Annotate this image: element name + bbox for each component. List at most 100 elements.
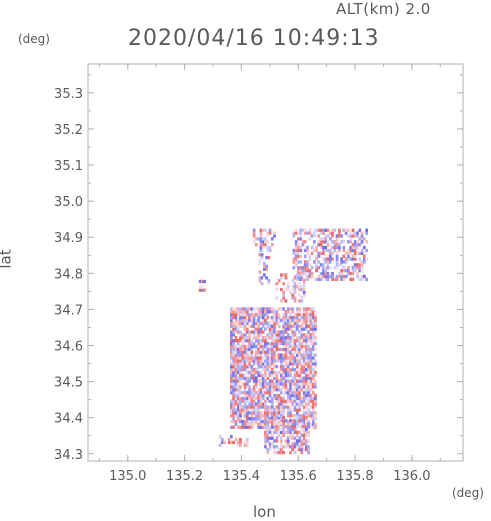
heatmap-cell bbox=[268, 324, 272, 328]
heatmap-cell bbox=[230, 333, 233, 337]
heatmap-cell bbox=[299, 245, 303, 250]
heatmap-cell bbox=[322, 237, 325, 241]
heatmap-cell bbox=[363, 245, 366, 250]
heatmap-cell bbox=[260, 282, 264, 286]
heatmap-cell bbox=[319, 240, 323, 244]
heatmap-cell bbox=[328, 237, 332, 241]
heatmap-cell bbox=[302, 385, 306, 389]
heatmap-cell bbox=[307, 393, 310, 398]
heatmap-cell bbox=[342, 266, 346, 270]
heatmap-cell bbox=[293, 416, 297, 420]
heatmap-cell bbox=[300, 450, 304, 455]
heatmap-cell bbox=[300, 419, 304, 423]
heatmap-cell bbox=[358, 228, 362, 232]
heatmap-cell bbox=[248, 370, 251, 375]
heatmap-cell bbox=[331, 271, 334, 276]
heatmap-cell bbox=[275, 370, 279, 375]
heatmap-cell bbox=[331, 257, 334, 261]
heatmap-cell bbox=[273, 231, 276, 235]
heatmap-cell bbox=[264, 439, 267, 443]
heatmap-cell bbox=[261, 240, 265, 244]
heatmap-cell bbox=[271, 382, 274, 386]
heatmap-cell bbox=[311, 359, 315, 363]
heatmap-cell bbox=[260, 253, 264, 257]
heatmap-cell bbox=[349, 240, 353, 244]
heatmap-cell bbox=[246, 336, 249, 340]
heatmap-cell bbox=[230, 373, 233, 377]
heatmap-cell bbox=[234, 347, 238, 351]
heatmap-cell bbox=[293, 402, 297, 406]
heatmap-cell bbox=[239, 310, 242, 314]
heatmap-cell bbox=[298, 353, 301, 357]
heatmap-cell bbox=[243, 330, 247, 334]
heatmap-cell bbox=[291, 339, 295, 343]
heatmap-cell bbox=[246, 376, 249, 380]
heatmap-cell bbox=[282, 411, 285, 415]
heatmap-cell bbox=[257, 339, 260, 343]
heatmap-cell bbox=[298, 399, 301, 403]
heatmap-cell bbox=[294, 243, 298, 247]
heatmap-cell bbox=[302, 284, 306, 289]
heatmap-cell bbox=[305, 433, 308, 437]
heatmap-cell bbox=[291, 287, 295, 292]
heatmap-cell bbox=[315, 254, 318, 258]
heatmap-cell bbox=[302, 315, 306, 320]
heatmap-cell bbox=[277, 433, 281, 437]
heatmap-cell bbox=[297, 245, 300, 250]
heatmap-cell bbox=[236, 402, 240, 406]
heatmap-cell bbox=[310, 266, 314, 270]
heatmap-cell bbox=[300, 347, 304, 351]
heatmap-cell bbox=[264, 388, 267, 392]
heatmap-cell bbox=[317, 251, 321, 255]
heatmap-cell bbox=[246, 382, 249, 386]
y-unit-label: (deg) bbox=[18, 32, 50, 46]
heatmap-cell bbox=[246, 344, 249, 349]
heatmap-cell bbox=[271, 442, 274, 446]
heatmap-cell bbox=[282, 427, 285, 432]
heatmap-cell bbox=[241, 359, 245, 363]
heatmap-cell bbox=[268, 393, 272, 398]
heatmap-cell bbox=[241, 396, 245, 401]
heatmap-cell bbox=[259, 417, 263, 421]
heatmap-cell bbox=[286, 422, 290, 426]
heatmap-cell bbox=[243, 388, 247, 392]
heatmap-cell bbox=[268, 350, 272, 354]
heatmap-cell bbox=[302, 362, 306, 366]
heatmap-cell bbox=[360, 266, 364, 270]
heatmap-cell bbox=[315, 257, 318, 261]
heatmap-cell bbox=[271, 411, 274, 415]
heatmap-cell bbox=[277, 330, 281, 334]
heatmap-cell bbox=[259, 402, 263, 406]
heatmap-cell bbox=[268, 427, 272, 432]
heatmap-cell bbox=[300, 330, 304, 334]
heatmap-cell bbox=[255, 408, 258, 412]
heatmap-cell bbox=[309, 393, 313, 398]
heatmap-cell bbox=[232, 396, 235, 401]
heatmap-cell bbox=[275, 422, 279, 426]
heatmap-cell bbox=[309, 425, 313, 429]
heatmap-cell bbox=[282, 347, 285, 351]
heatmap-cell bbox=[268, 365, 272, 369]
heatmap-cell bbox=[302, 356, 306, 360]
heatmap-cell bbox=[284, 315, 288, 320]
heatmap-cell bbox=[246, 414, 249, 418]
heatmap-cell bbox=[280, 333, 283, 337]
heatmap-cell bbox=[347, 240, 350, 244]
heatmap-cell bbox=[311, 408, 315, 412]
heatmap-cell bbox=[311, 391, 315, 395]
heatmap-cell bbox=[349, 251, 353, 255]
heatmap-cell bbox=[257, 417, 260, 421]
heatmap-cell bbox=[293, 327, 297, 331]
heatmap-cell bbox=[243, 324, 247, 328]
heatmap-cell bbox=[302, 353, 306, 357]
heatmap-cell bbox=[309, 350, 313, 354]
heatmap-cell bbox=[241, 353, 245, 357]
heatmap-cell bbox=[356, 231, 359, 235]
heatmap-cell bbox=[284, 439, 288, 443]
heatmap-cell bbox=[307, 339, 310, 343]
heatmap-cell bbox=[280, 419, 283, 424]
heatmap-cell bbox=[311, 339, 315, 343]
heatmap-cell bbox=[275, 388, 279, 392]
heatmap-cell bbox=[273, 336, 276, 340]
heatmap-cell bbox=[255, 330, 258, 334]
